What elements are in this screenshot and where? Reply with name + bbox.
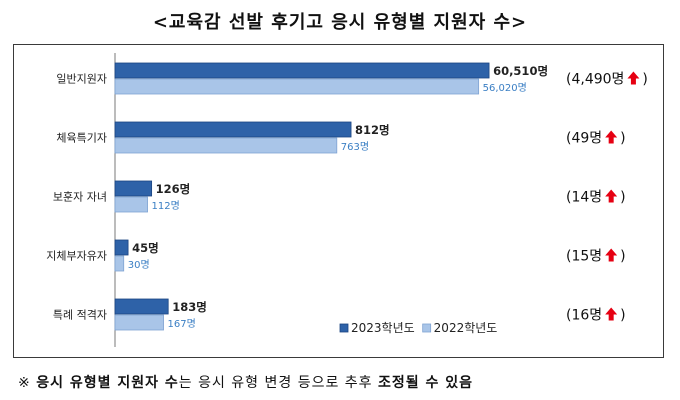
bar-2023 [114,239,129,256]
footnote-bold-2: 조정될 수 있음 [378,375,474,391]
data-label-2023: 60,510명 [493,64,548,78]
category-label: 체육특기자 [56,132,107,145]
data-label-2023: 126명 [156,182,191,196]
footnote-text-1: 는 응시 유형 변경 등으로 추후 [178,375,378,391]
change-annotation: (49명 [566,131,602,147]
up-arrow-icon [605,130,618,144]
change-close-paren: ) [620,249,625,265]
change-annotation: (16명 [566,308,602,324]
data-label-2023: 812명 [355,123,390,137]
footnote-bold-1: 응시 유형별 지원자 수 [36,375,179,391]
bar-chart: 일반지원자 60,510명 56,020명 (4,490명) 체육특기자 812명 763명… [46,53,648,347]
change-annotation: (14명 [566,190,602,206]
data-label-2022: 167명 [168,318,196,330]
category-label: 보훈자 자녀 [53,191,107,204]
category-label: 특례 적격자 [53,309,107,322]
bar-2022 [114,255,125,272]
up-arrow-icon [605,307,618,321]
up-arrow-icon [605,248,618,262]
data-label-2022: 763명 [341,141,369,153]
chart-frame: 일반지원자 60,510명 56,020명 (4,490명) 체육특기자 812명 763명… [13,44,664,358]
data-label-2022: 112명 [152,200,180,212]
footnote-mark: ※ [18,375,31,391]
change-close-paren: ) [642,72,647,88]
chart-title: <교육감 선발 후기고 응시 유형별 지원자 수> [152,12,528,33]
change-close-paren: ) [620,131,625,147]
data-label-2023: 183명 [172,300,207,314]
bar-2022 [114,78,480,95]
bar-2022 [114,137,338,154]
bar-2022 [114,196,148,213]
bar-2022 [114,314,164,331]
up-arrow-icon [627,71,640,85]
data-label-2022: 30명 [128,259,150,271]
legend-label: 2023학년도 [351,321,415,335]
bar-2023 [114,121,352,138]
change-close-paren: ) [620,190,625,206]
change-annotation: (15명 [566,249,602,265]
legend-swatch [339,323,349,333]
change-annotation: (4,490명 [566,72,624,88]
bar-2023 [114,180,153,197]
data-label-2022: 56,020명 [483,82,527,94]
legend-swatch [422,323,432,333]
legend-label: 2022학년도 [434,321,498,335]
data-label-2023: 45명 [132,241,159,255]
up-arrow-icon [605,189,618,203]
bar-2023 [114,298,169,315]
category-label: 지체부자유자 [46,250,107,263]
footnote: ※ 응시 유형별 지원자 수는 응시 유형 변경 등으로 추후 조정될 수 있음 [18,372,473,392]
category-label: 일반지원자 [56,72,107,86]
bar-2023 [114,62,490,79]
change-close-paren: ) [620,308,625,324]
